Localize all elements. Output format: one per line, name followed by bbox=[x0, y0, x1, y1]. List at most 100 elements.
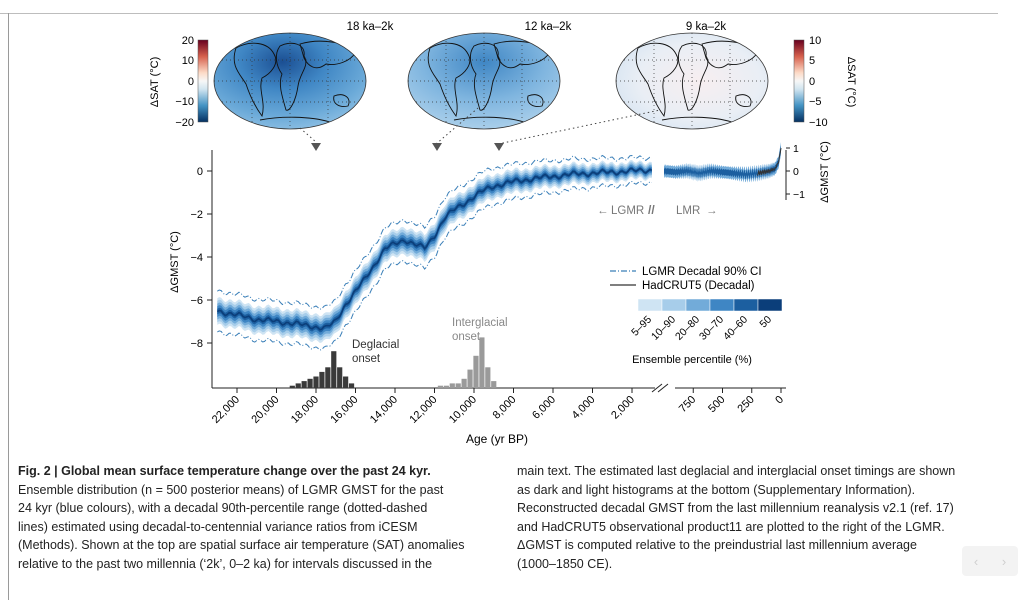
colorbar-left-tick: −20 bbox=[175, 117, 194, 129]
hist-bar bbox=[337, 367, 343, 388]
colorbar-right-tick: 0 bbox=[809, 76, 815, 88]
legend-ci: LGMR Decadal 90% CI bbox=[642, 266, 762, 278]
hist-bar bbox=[467, 369, 473, 388]
x-tick-label: 14,000 bbox=[368, 394, 400, 426]
colorbar-right-tick: 5 bbox=[809, 55, 815, 67]
map-label: 9 ka–2k bbox=[686, 21, 727, 33]
legend: LGMR Decadal 90% CI HadCRUT5 (Decadal) 5… bbox=[610, 266, 783, 366]
hist-bar bbox=[301, 381, 307, 388]
colorbar-right-tick: −5 bbox=[809, 96, 822, 108]
percentile-swatch bbox=[637, 298, 663, 312]
svg-text:←: ← bbox=[597, 205, 609, 217]
svg-text://: // bbox=[648, 203, 655, 217]
y-right-tick-label: 1 bbox=[793, 143, 799, 155]
x-tick-label: 10,000 bbox=[447, 394, 479, 426]
colorbar-right-tick: 10 bbox=[809, 35, 821, 47]
hist-bar bbox=[289, 385, 295, 388]
x-axis-lmr-ticks: 750 500 250 0 bbox=[677, 388, 786, 415]
hist-bar bbox=[295, 383, 301, 388]
hadcrut-line bbox=[757, 147, 782, 176]
chart-axes bbox=[211, 150, 787, 393]
percentile-label: 50 bbox=[757, 314, 774, 331]
colorbar-left-tick: 20 bbox=[182, 35, 194, 47]
colorbar-right-tick: −10 bbox=[809, 117, 828, 129]
interglacial-histogram bbox=[437, 337, 497, 388]
percentile-label: 40–60 bbox=[721, 314, 750, 343]
median-line bbox=[216, 167, 653, 331]
map-label: 12 ka–2k bbox=[525, 21, 572, 33]
top-divider bbox=[0, 13, 998, 14]
left-border bbox=[8, 13, 9, 600]
deglacial-label-2: onset bbox=[352, 353, 381, 365]
lmr-label: LMR bbox=[676, 205, 700, 217]
x-tick-label: 8,000 bbox=[491, 394, 519, 422]
map-connectors bbox=[299, 107, 661, 145]
y-axis-label: ΔGMST (°C) bbox=[169, 231, 181, 293]
x-tick-label: 12,000 bbox=[407, 394, 439, 426]
map-label: 18 ka–2k bbox=[347, 21, 394, 33]
deglacial-label-1: Deglacial bbox=[352, 339, 399, 351]
map-12ka: 12 ka–2k bbox=[407, 21, 572, 130]
hist-bar bbox=[343, 376, 349, 388]
hist-bar bbox=[473, 355, 479, 388]
y-tick-label: −2 bbox=[190, 209, 203, 221]
legend-hadcrut: HadCRUT5 (Decadal) bbox=[642, 280, 755, 292]
ensemble-bands bbox=[216, 154, 653, 351]
caption-line: Reconstructed decadal GMST from the last… bbox=[517, 501, 954, 516]
y-axis-right-ticks: 1 0 −1 bbox=[786, 143, 805, 201]
ci-line bbox=[217, 154, 652, 310]
colorbar-left-label: ΔSAT (°C) bbox=[149, 57, 161, 107]
map-18ka: 18 ka–2k bbox=[213, 21, 394, 130]
percentile-label: 20–80 bbox=[673, 314, 702, 343]
figure-canvas: 20 10 0 −10 −20 ΔSAT (°C) 10 5 0 −5 −10 … bbox=[149, 21, 857, 446]
hist-bar bbox=[325, 367, 331, 388]
x-tick-label: 20,000 bbox=[249, 394, 281, 426]
caption-line: 24 kyr (blue colours), with a decadal 90… bbox=[18, 501, 428, 516]
caption-line: (1000–1850 CE). bbox=[517, 556, 613, 571]
lmr-inner-band bbox=[664, 145, 781, 180]
y-tick-label: 0 bbox=[197, 166, 203, 178]
hist-bar bbox=[307, 378, 313, 388]
interglacial-label-1: Interglacial bbox=[452, 317, 508, 329]
colorbar-right: 10 5 0 −5 −10 ΔSAT (°C) bbox=[793, 35, 857, 129]
x-tick-label: 22,000 bbox=[210, 394, 242, 426]
y-axis-right-label: ΔGMST (°C) bbox=[819, 141, 831, 203]
caption-right: main text. The estimated last deglacial … bbox=[517, 462, 991, 574]
y-tick-label: −4 bbox=[190, 252, 203, 264]
x-tick-label: 4,000 bbox=[570, 394, 598, 422]
y-right-tick-label: −1 bbox=[793, 189, 805, 201]
svg-text:→: → bbox=[706, 205, 718, 217]
next-page-button[interactable]: › bbox=[1001, 553, 1007, 569]
x-tick-label: 2,000 bbox=[609, 394, 637, 422]
hist-bar bbox=[319, 371, 325, 388]
y-tick-label: −6 bbox=[190, 295, 203, 307]
interglacial-label-2: onset bbox=[452, 331, 481, 343]
x-axis-label: Age (yr BP) bbox=[466, 432, 528, 446]
caption-line: ΔGMST is computed relative to the preind… bbox=[517, 538, 917, 553]
lgmr-label: LGMR bbox=[611, 205, 644, 217]
page-nav[interactable]: ‹ › bbox=[962, 546, 1018, 576]
percentile-swatch bbox=[757, 298, 783, 312]
caption-line: lines) estimated using decadal-to-centen… bbox=[18, 519, 418, 534]
map-9ka: 9 ka–2k bbox=[615, 21, 769, 130]
hist-bar bbox=[485, 367, 491, 388]
age-markers bbox=[311, 143, 504, 151]
prev-page-button[interactable]: ‹ bbox=[973, 553, 979, 569]
x-lmr-tick-label: 250 bbox=[735, 394, 756, 415]
percentile-swatch bbox=[733, 298, 759, 312]
x-tick-label: 16,000 bbox=[328, 394, 360, 426]
x-tick-label: 18,000 bbox=[289, 394, 321, 426]
x-lmr-tick-label: 500 bbox=[706, 394, 727, 415]
colorbar-right-label: ΔSAT (°C) bbox=[845, 57, 857, 107]
caption-line: Ensemble distribution (n = 500 posterior… bbox=[18, 482, 444, 497]
caption-line: as dark and light histograms at the bott… bbox=[517, 482, 916, 497]
percentile-swatch bbox=[685, 298, 711, 312]
caption-line: and HadCRUT5 observational product11 are… bbox=[517, 519, 945, 534]
percentile-swatch bbox=[661, 298, 687, 312]
hist-bar bbox=[437, 385, 444, 388]
ci-line bbox=[217, 180, 652, 351]
percentile-label: 30–70 bbox=[697, 314, 726, 343]
hist-bar bbox=[491, 381, 497, 388]
x-tick-label: 6,000 bbox=[530, 394, 558, 422]
